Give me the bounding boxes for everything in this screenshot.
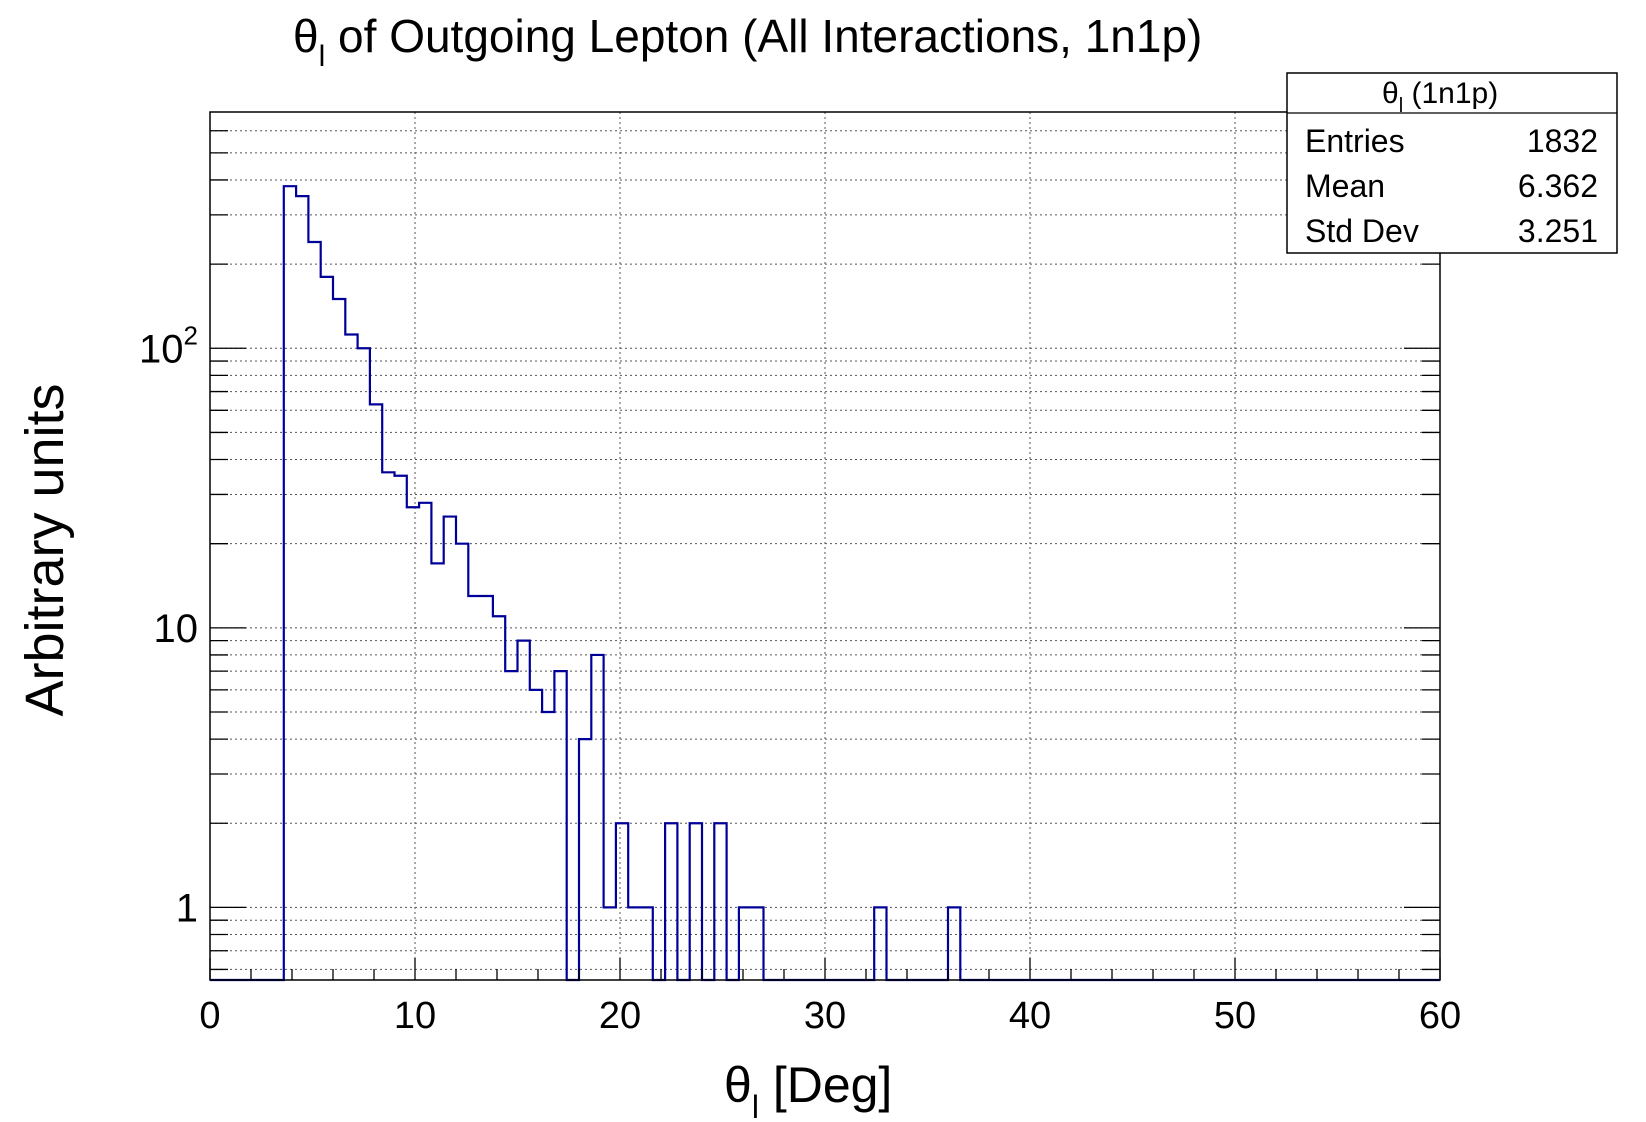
x-axis-label: θl [Deg] bbox=[724, 1057, 892, 1122]
x-tick-label: 20 bbox=[599, 995, 641, 1037]
stats-value: 3.251 bbox=[1518, 213, 1598, 249]
stats-label: Std Dev bbox=[1305, 213, 1419, 249]
x-tick-label: 10 bbox=[394, 995, 436, 1037]
y-tick-labels: 1 10 102 bbox=[139, 320, 198, 930]
grid-lines bbox=[210, 112, 1440, 980]
x-tick-label: 0 bbox=[199, 995, 220, 1037]
stats-label: Mean bbox=[1305, 168, 1385, 204]
stats-box-frame bbox=[1286, 72, 1618, 254]
x-tick-label: 50 bbox=[1214, 995, 1256, 1037]
chart-title: θl of Outgoing Lepton (All Interactions,… bbox=[293, 10, 1202, 73]
x-tick-label: 30 bbox=[804, 995, 846, 1037]
y-tick-label: 1 bbox=[176, 886, 198, 930]
axis-ticks bbox=[209, 130, 1441, 980]
stats-box-title: θl (1n1p) bbox=[1382, 77, 1498, 117]
y-tick-label: 10 bbox=[154, 607, 199, 651]
stats-value: 6.362 bbox=[1518, 168, 1598, 204]
y-tick-label: 102 bbox=[139, 320, 198, 371]
x-tick-label: 60 bbox=[1419, 995, 1461, 1037]
x-tick-label: 40 bbox=[1009, 995, 1051, 1037]
y-axis-label: Arbitrary units bbox=[15, 383, 75, 716]
stats-value: 1832 bbox=[1527, 123, 1598, 159]
x-tick-labels: 0 10 20 30 40 50 60 bbox=[199, 995, 1461, 1037]
stats-label: Entries bbox=[1305, 123, 1405, 159]
stats-box: θl (1n1p) Entries 1832 Mean 6.362 Std Dev 3.2… bbox=[1286, 72, 1618, 254]
